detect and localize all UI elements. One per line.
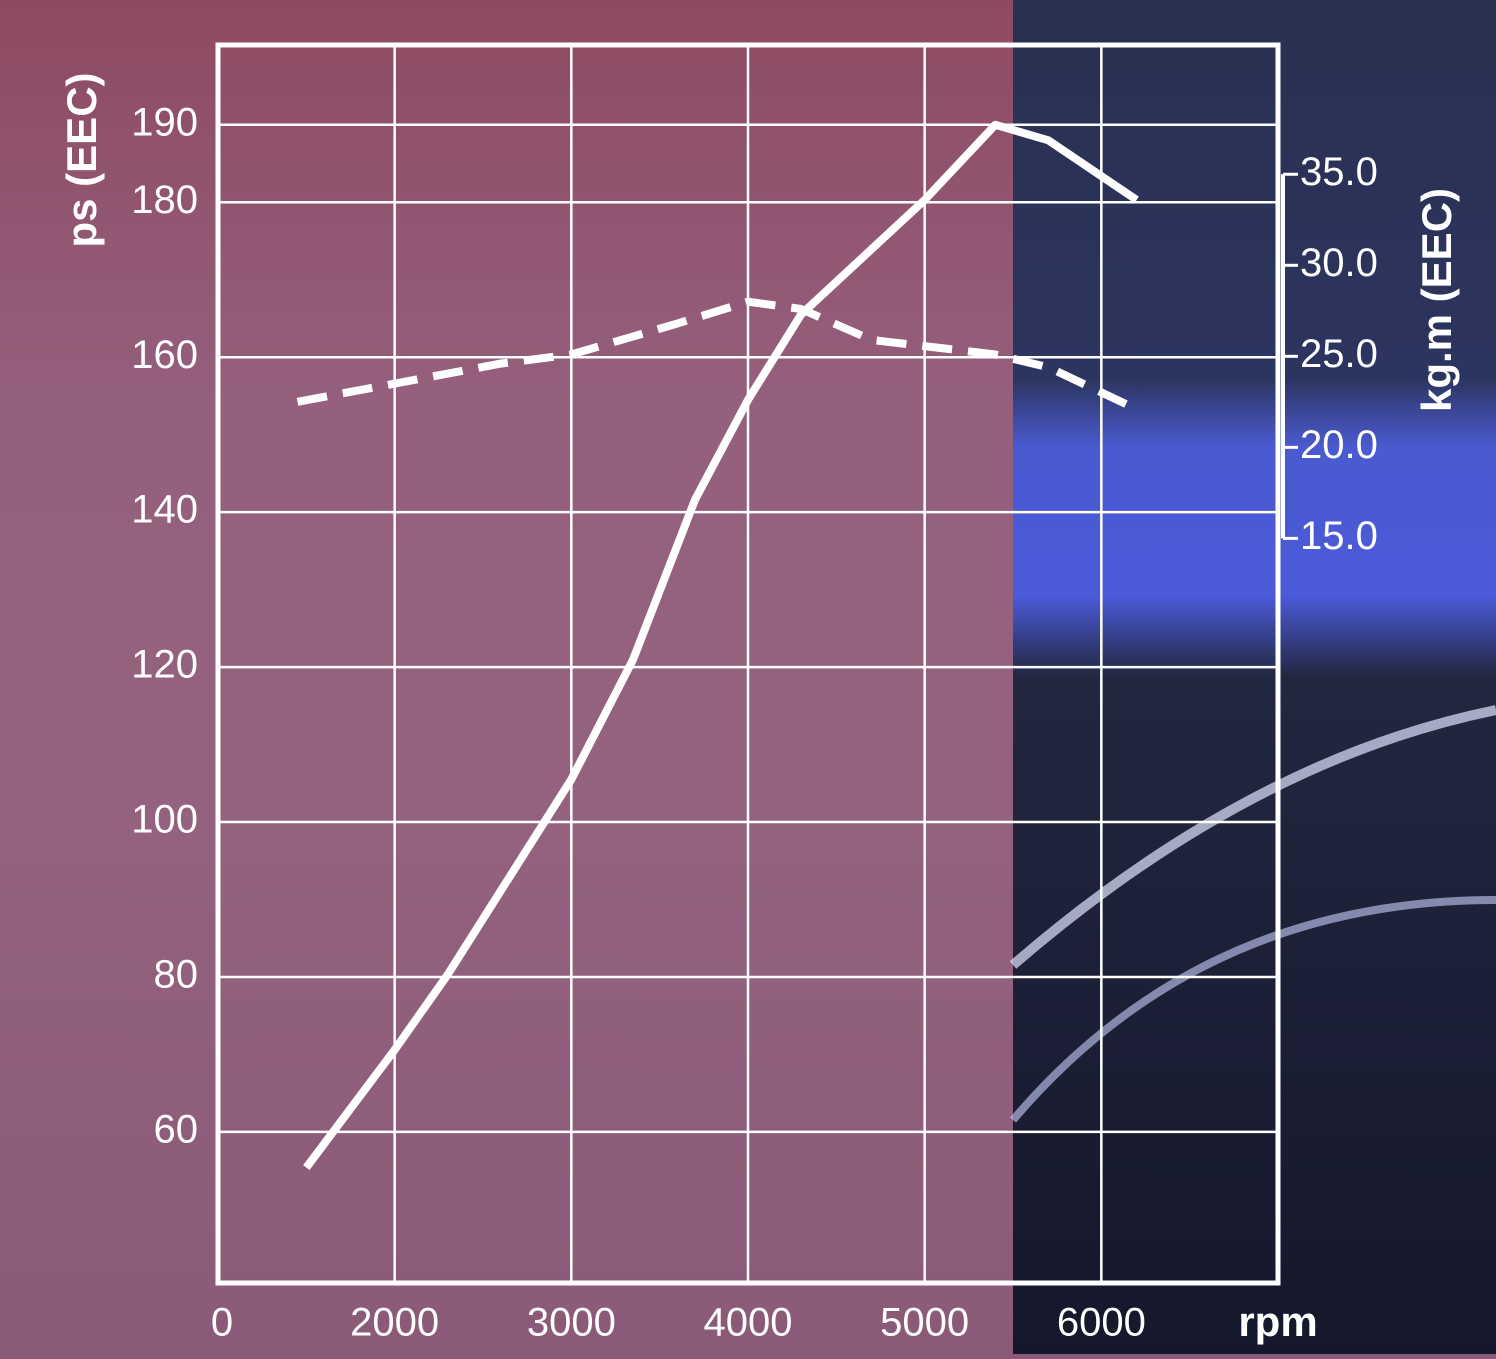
y-tick-label: 120 — [131, 643, 198, 687]
y-tick-label: 80 — [154, 953, 199, 997]
decoration — [1009, 705, 1496, 969]
y-tick-label: 180 — [131, 178, 198, 222]
series-line — [296, 297, 1139, 413]
decoration — [1009, 896, 1496, 1123]
y-axis-title: ps (EEC) — [58, 72, 105, 247]
y-tick-label: 190 — [131, 100, 198, 144]
y-tick-label: 140 — [131, 488, 198, 532]
x-tick-label: 6000 — [1057, 1301, 1146, 1345]
background — [0, 0, 1013, 1354]
background — [1013, 0, 1496, 1354]
x-tick-label: 2000 — [350, 1301, 439, 1345]
x-axis-title: rpm — [1238, 1298, 1317, 1345]
y2-tick-label: 15.0 — [1300, 514, 1378, 558]
x-origin-label: 0 — [211, 1301, 233, 1345]
y2-tick-label: 25.0 — [1300, 332, 1378, 376]
x-tick-label: 5000 — [880, 1301, 969, 1345]
y2-tick-label: 30.0 — [1300, 241, 1378, 285]
y-tick-label: 100 — [131, 798, 198, 842]
y-tick-label: 60 — [154, 1107, 199, 1151]
x-tick-label: 4000 — [704, 1301, 793, 1345]
y2-tick-label: 35.0 — [1300, 150, 1378, 194]
y2-axis-title: kg.m (EEC) — [1413, 188, 1460, 412]
y-tick-label: 160 — [131, 333, 198, 377]
series-line — [303, 120, 1139, 1170]
y2-tick-label: 20.0 — [1300, 423, 1378, 467]
x-tick-label: 3000 — [527, 1301, 616, 1345]
